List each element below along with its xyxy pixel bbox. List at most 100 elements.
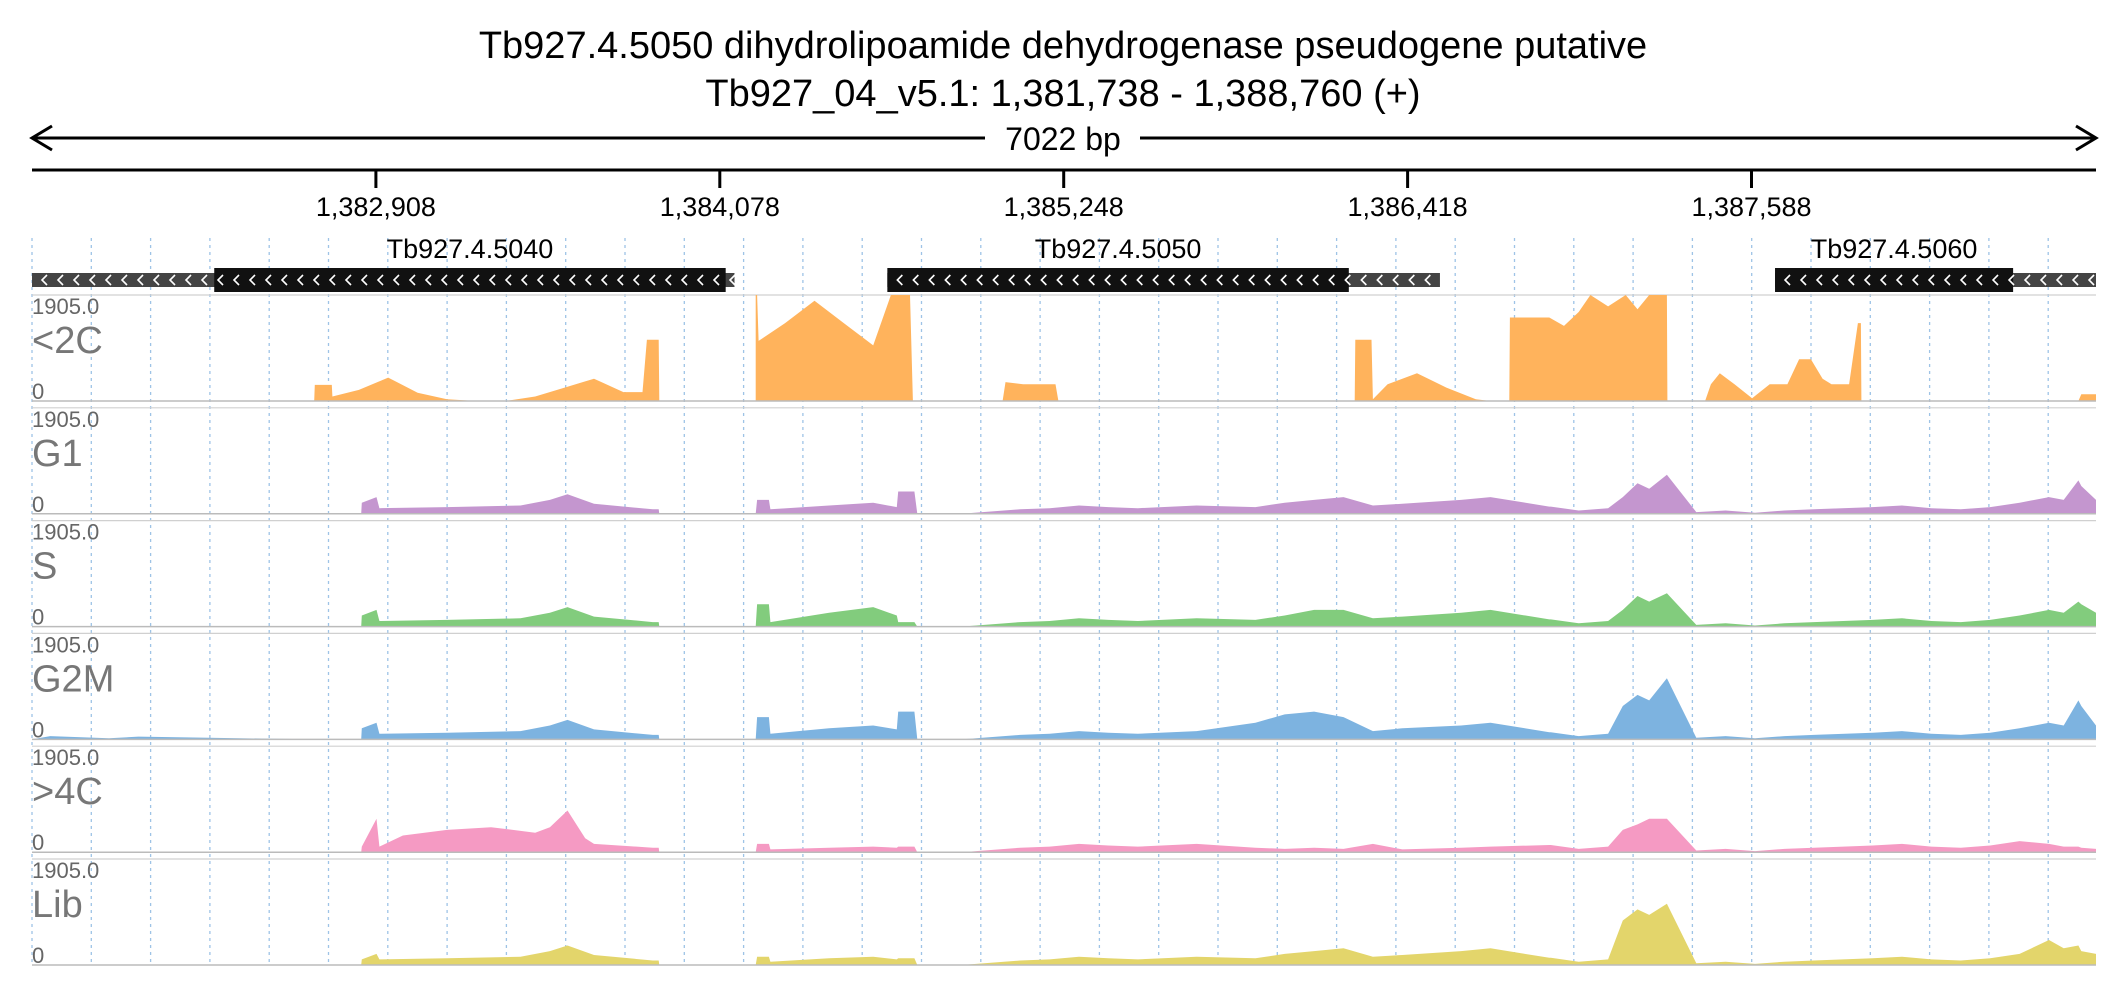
strand-chevron — [168, 274, 176, 286]
track-ymin-label: 0 — [32, 830, 44, 855]
strand-chevron — [1991, 274, 1999, 286]
gene-label-2: Tb927.4.5060 — [1811, 234, 1978, 264]
strand-chevron — [1024, 274, 1031, 286]
strand-chevron — [152, 274, 160, 286]
chart-title: Tb927.4.5050 dihydrolipoamide dehydrogen… — [479, 25, 1647, 67]
coverage-area-3 — [32, 678, 2096, 740]
strand-chevron — [1783, 274, 1791, 286]
strand-chevron — [328, 274, 336, 286]
strand-chevron — [2055, 274, 2063, 286]
strand-chevron — [1895, 274, 1903, 286]
track-name-0: <2C — [32, 320, 103, 362]
strand-chevron — [1360, 274, 1367, 286]
strand-chevron — [472, 274, 480, 286]
tick-label-1: 1,384,078 — [660, 192, 780, 222]
track-ymax-label: 1905.0 — [32, 520, 99, 545]
strand-chevron — [2007, 274, 2015, 286]
track-name-3: G2M — [32, 658, 114, 700]
gene-cds-1 — [887, 268, 1349, 292]
span-label: 7022 bp — [1005, 121, 1121, 157]
coverage-area-2 — [32, 593, 2096, 627]
strand-chevron — [1072, 274, 1079, 286]
strand-chevron — [136, 274, 144, 286]
strand-chevron — [2039, 274, 2047, 286]
strand-chevron — [912, 274, 919, 286]
strand-chevron — [1104, 274, 1111, 286]
gene-cds-2 — [1775, 268, 2014, 292]
track-ymax-label: 1905.0 — [32, 294, 99, 319]
strand-chevron — [1863, 274, 1871, 286]
strand-chevron — [1008, 274, 1015, 286]
strand-chevron — [1847, 274, 1855, 286]
strand-chevron — [360, 274, 368, 286]
track-name-4: >4C — [32, 771, 103, 813]
strand-chevron — [992, 274, 999, 286]
strand-chevron — [584, 274, 592, 286]
strand-chevron — [1232, 274, 1239, 286]
strand-chevron — [1280, 274, 1287, 286]
strand-chevron — [456, 274, 464, 286]
track-ymin-label: 0 — [32, 605, 44, 630]
strand-chevron — [664, 274, 672, 286]
tick-label-0: 1,382,908 — [316, 192, 436, 222]
track-4: 1905.0 0 >4C — [32, 745, 2096, 855]
strand-chevron — [1975, 274, 1983, 286]
gene-0: Tb927.4.5040 — [32, 234, 736, 292]
strand-chevron — [376, 274, 384, 286]
strand-chevron — [216, 274, 224, 286]
strand-chevron — [2087, 274, 2095, 286]
strand-chevron — [104, 274, 112, 286]
strand-chevron — [520, 274, 528, 286]
strand-chevron — [56, 274, 64, 286]
strand-chevron — [616, 274, 624, 286]
tick-label-3: 1,386,418 — [1348, 192, 1468, 222]
gene-cds-0 — [214, 268, 726, 292]
track-name-2: S — [32, 546, 57, 588]
strand-chevron — [1264, 274, 1271, 286]
strand-chevron — [488, 274, 496, 286]
track-2: 1905.0 0 S — [32, 520, 2096, 630]
strand-chevron — [632, 274, 640, 286]
grid-lines — [31, 238, 2049, 965]
strand-chevron — [1911, 274, 1919, 286]
strand-chevron — [1040, 274, 1047, 286]
track-ymin-label: 0 — [32, 379, 44, 404]
track-ymax-label: 1905.0 — [32, 858, 99, 883]
track-ymin-label: 0 — [32, 943, 44, 968]
strand-chevron — [504, 274, 512, 286]
track-5: 1905.0 0 Lib — [32, 858, 2096, 968]
strand-chevron — [1927, 274, 1935, 286]
coverage-area-0 — [32, 295, 2096, 401]
strand-chevron — [392, 274, 400, 286]
track-ymax-label: 1905.0 — [32, 407, 99, 432]
strand-chevron — [344, 274, 352, 286]
track-name-5: Lib — [32, 884, 83, 926]
strand-chevron — [1408, 274, 1415, 286]
strand-chevron — [1088, 274, 1095, 286]
track-ymax-label: 1905.0 — [32, 745, 99, 770]
strand-chevron — [696, 274, 704, 286]
strand-chevron — [928, 274, 935, 286]
track-3: 1905.0 0 G2M — [32, 632, 2096, 742]
strand-chevron — [1216, 274, 1223, 286]
strand-chevron — [184, 274, 192, 286]
strand-chevron — [1799, 274, 1807, 286]
strand-chevron — [728, 274, 736, 286]
strand-chevron — [1831, 274, 1839, 286]
strand-chevron — [312, 274, 320, 286]
gene-1: Tb927.4.5050 — [887, 234, 1440, 292]
tick-label-2: 1,385,248 — [1004, 192, 1124, 222]
strand-chevron — [1392, 274, 1399, 286]
strand-chevron — [1328, 274, 1335, 286]
strand-chevron — [1296, 274, 1303, 286]
strand-chevron — [1184, 274, 1191, 286]
track-0: 1905.0 0 <2C — [32, 294, 2096, 404]
strand-chevron — [976, 274, 983, 286]
strand-chevron — [1152, 274, 1159, 286]
strand-chevron — [1168, 274, 1175, 286]
track-ymin-label: 0 — [32, 492, 44, 517]
track-ymin-label: 0 — [32, 717, 44, 742]
strand-chevron — [600, 274, 608, 286]
span-arrowhead-right — [2075, 124, 2099, 152]
strand-chevron — [960, 274, 967, 286]
